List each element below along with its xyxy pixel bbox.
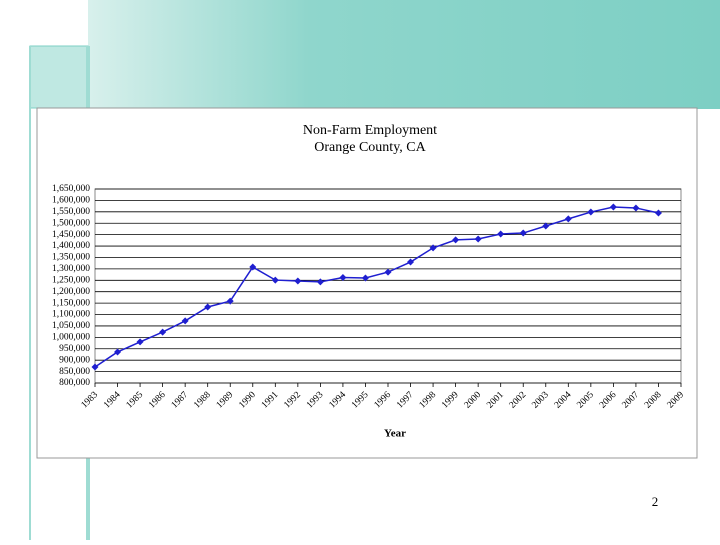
y-tick-label: 1,550,000 [52,207,90,217]
data-point [159,328,167,336]
y-tick-label: 1,100,000 [52,310,90,320]
data-point [429,244,437,252]
y-tick-label: 1,250,000 [52,275,90,285]
data-point [316,278,324,286]
y-tick-label: 1,300,000 [52,264,90,274]
data-point [271,276,279,284]
data-point [519,229,527,237]
plot-area [94,188,682,384]
y-tick-label: 1,650,000 [52,184,90,194]
y-tick-label: 1,600,000 [52,196,90,206]
data-point [474,235,482,243]
data-point [339,274,347,282]
y-tick-label: 900,000 [59,355,90,365]
data-point [136,338,144,346]
data-point [294,277,302,285]
y-tick-label: 1,150,000 [52,298,90,308]
y-tick-label: 1,450,000 [52,230,90,240]
y-tick-label: 1,500,000 [52,218,90,228]
data-point [249,263,257,271]
data-point [587,208,595,216]
series-line [94,206,659,368]
y-tick-label: 850,000 [59,367,90,377]
y-tick-label: 950,000 [59,344,90,354]
x-axis-label: Year [384,428,406,440]
chart-title: Non-Farm Employment [303,123,437,138]
data-point [384,268,392,276]
data-point [361,274,369,282]
y-tick-label: 1,200,000 [52,287,90,297]
data-point [542,222,550,230]
data-point [497,230,505,238]
corner-block [29,45,89,109]
y-tick-label: 1,400,000 [52,241,90,251]
y-tick-label: 800,000 [59,378,90,388]
header-band [88,0,720,108]
data-point [204,303,212,311]
data-point [654,209,662,217]
data-point [226,297,234,305]
y-tick-label: 1,000,000 [52,333,90,343]
chart: Non-Farm Employment Orange County, CA Ye… [52,123,686,439]
data-point [452,236,460,244]
data-point [114,348,122,356]
data-point [564,215,572,223]
data-point [632,204,640,212]
page-number: 2 [652,494,659,509]
chart-subtitle: Orange County, CA [314,140,426,155]
y-tick-label: 1,350,000 [52,253,90,263]
data-point [91,363,99,371]
data-point [609,203,617,211]
data-point [407,258,415,266]
data-point [181,317,189,325]
y-tick-label: 1,050,000 [52,321,90,331]
